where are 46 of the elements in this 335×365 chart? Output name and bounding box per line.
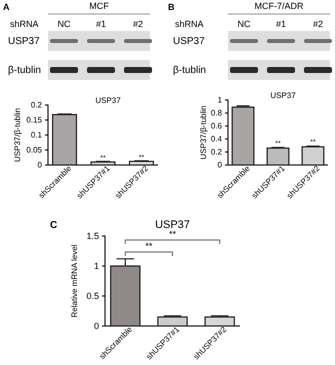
y-tick-label: 1	[218, 96, 223, 105]
text: A	[3, 2, 10, 12]
text: C	[50, 220, 58, 231]
category-label: #1	[276, 19, 286, 29]
y-tick-label: 0.15	[26, 116, 43, 125]
y-axis-title: Relative mRNA level	[70, 244, 79, 318]
y-axis-title: USP37/β-tublin	[13, 108, 22, 162]
text: MCF	[89, 1, 110, 11]
text: MCF-7/ADR	[254, 1, 304, 11]
text: shRNA	[10, 19, 39, 29]
text: USP37	[173, 36, 206, 47]
category-label: NC	[58, 19, 71, 29]
chart-title: USP37	[95, 96, 122, 105]
y-tick-label: 0.1	[30, 130, 43, 140]
category-label: #1	[96, 19, 106, 29]
y-tick-label: 0.6	[210, 122, 223, 131]
bar	[266, 148, 290, 166]
y-tick-label: 0.05	[26, 146, 43, 155]
annotation: **	[168, 229, 176, 239]
y-tick-label: 0.8	[210, 108, 223, 118]
chart-title: USP37	[155, 219, 190, 231]
category-label: NC	[238, 19, 251, 29]
category-label: #2	[132, 19, 144, 29]
annotation: **	[145, 241, 153, 251]
bar	[90, 161, 116, 166]
y-tick-label: 0.2	[30, 100, 43, 110]
chart-title: USP37	[270, 91, 296, 100]
y-tick-label: 0	[38, 160, 43, 170]
y-tick-label: 0	[218, 160, 223, 170]
bar	[52, 114, 78, 166]
text: USP37	[8, 36, 40, 47]
y-tick-label: 0.4	[210, 134, 223, 144]
text: shRNA	[175, 19, 204, 29]
bar	[232, 106, 254, 166]
y-tick-label: 0	[94, 320, 99, 331]
y-tick-label: 0.5	[86, 290, 99, 301]
y-tick-label: 1	[94, 260, 99, 271]
bar	[302, 146, 324, 166]
y-axis-title: USP37/β-tublin	[199, 106, 208, 160]
bar	[128, 160, 154, 166]
text: β-tublin	[173, 65, 206, 76]
text: β-tublin	[8, 65, 41, 76]
y-tick-label: 0.2	[210, 148, 223, 157]
y-tick-label: 1.5	[86, 230, 99, 241]
category-label: #2	[312, 19, 324, 29]
text: B	[168, 2, 175, 12]
